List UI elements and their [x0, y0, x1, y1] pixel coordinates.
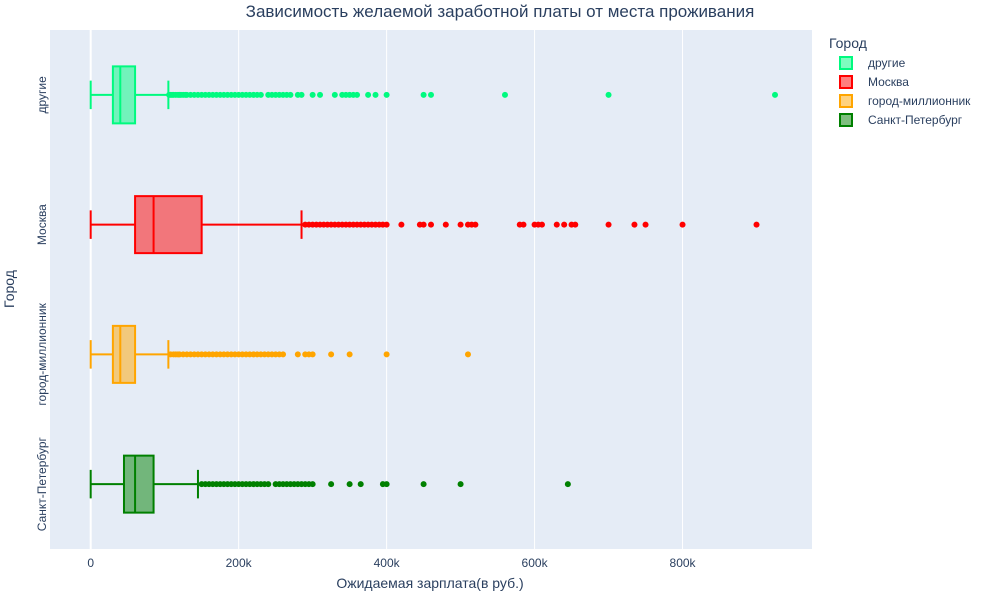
outlier-point [642, 221, 649, 228]
outlier-point [346, 481, 353, 488]
outlier-point [553, 221, 560, 228]
legend-swatch [839, 56, 853, 70]
box-traces [89, 65, 779, 514]
y-tick-label: Москва [35, 204, 49, 245]
box-trace [89, 454, 571, 514]
outlier-point [420, 221, 427, 228]
legend-item[interactable]: Санкт-Петербург [839, 113, 963, 127]
legend-swatch [839, 113, 853, 127]
plot-area [50, 30, 812, 549]
outlier-point [561, 221, 568, 228]
outlier-point [383, 221, 390, 228]
legend-item[interactable]: другие [839, 56, 906, 70]
outlier-point [631, 221, 638, 228]
outlier-point [420, 481, 427, 488]
x-tick-label: 600k [522, 556, 549, 570]
outlier-point [605, 221, 612, 228]
outlier-point [457, 221, 464, 228]
legend-item[interactable]: Москва [839, 75, 909, 89]
outlier-point [605, 91, 612, 98]
x-tick-label: 0 [87, 556, 94, 570]
outlier-point [464, 351, 471, 358]
outlier-point [309, 351, 316, 358]
iqr-box [111, 324, 137, 384]
outlier-point [317, 91, 324, 98]
outlier-point [428, 221, 434, 228]
outlier-point [420, 91, 427, 98]
legend-swatch [839, 94, 853, 108]
outlier-point [398, 221, 405, 228]
box-trace [89, 65, 779, 125]
chart-title: Зависимость желаемой заработной платы от… [246, 2, 755, 21]
grid-lines [89, 30, 684, 549]
outlier-point [383, 351, 390, 358]
outlier-point [257, 91, 264, 98]
outlier-point [298, 91, 305, 98]
outlier-point [354, 91, 361, 98]
outlier-point [372, 91, 379, 98]
legend-label: другие [868, 56, 906, 70]
outlier-point [365, 91, 372, 98]
outlier-point [309, 91, 316, 98]
outlier-point [309, 481, 316, 488]
outlier-point [265, 481, 272, 488]
box-trace [89, 195, 760, 255]
outlier-point [538, 221, 545, 228]
outlier-point [357, 481, 364, 488]
y-tick-label: Санкт-Петербург [35, 436, 49, 531]
outlier-point [457, 481, 464, 488]
iqr-box [134, 195, 203, 255]
outlier-point [287, 91, 294, 98]
outlier-point [753, 221, 760, 228]
outlier-point [442, 221, 449, 228]
legend-swatch [839, 75, 853, 89]
outlier-point [331, 91, 338, 98]
outlier-point [328, 481, 335, 488]
iqr-box [111, 65, 137, 125]
x-axis-title: Ожидаемая зарплата(в руб.) [336, 575, 523, 591]
y-tick-label: город-миллионник [35, 302, 49, 405]
outlier-point [472, 221, 479, 228]
outlier-point [346, 351, 353, 358]
legend-title: Город [829, 35, 867, 51]
box-trace [89, 324, 471, 384]
legend-label: город-миллионник [868, 94, 971, 108]
legend: Город другие Москва город-миллионник Санкт-… [829, 35, 971, 127]
legend-label: Санкт-Петербург [868, 113, 963, 127]
outlier-point [328, 351, 335, 358]
outlier-point [501, 91, 508, 98]
y-tick-label: другие [35, 76, 49, 114]
outlier-point [294, 351, 301, 358]
outlier-point [383, 481, 390, 488]
outlier-point [428, 91, 434, 98]
outlier-point [564, 481, 571, 488]
outlier-point [280, 351, 287, 358]
x-tick-label: 200k [226, 556, 253, 570]
x-axis-ticks: 0 200k 400k 600k 800k [87, 556, 696, 570]
outlier-point [383, 91, 390, 98]
outlier-point [572, 221, 579, 228]
y-axis-ticks: другие Москва город-миллионник Санкт-Петерб… [35, 76, 49, 531]
legend-item[interactable]: город-миллионник [839, 94, 971, 108]
outlier-point [772, 91, 779, 98]
outlier-point [679, 221, 686, 228]
x-tick-label: 800k [670, 556, 697, 570]
iqr-box [122, 454, 155, 514]
y-axis-title: Город [1, 270, 17, 308]
legend-label: Москва [868, 75, 909, 89]
x-tick-label: 400k [374, 556, 401, 570]
outlier-point [520, 221, 527, 228]
